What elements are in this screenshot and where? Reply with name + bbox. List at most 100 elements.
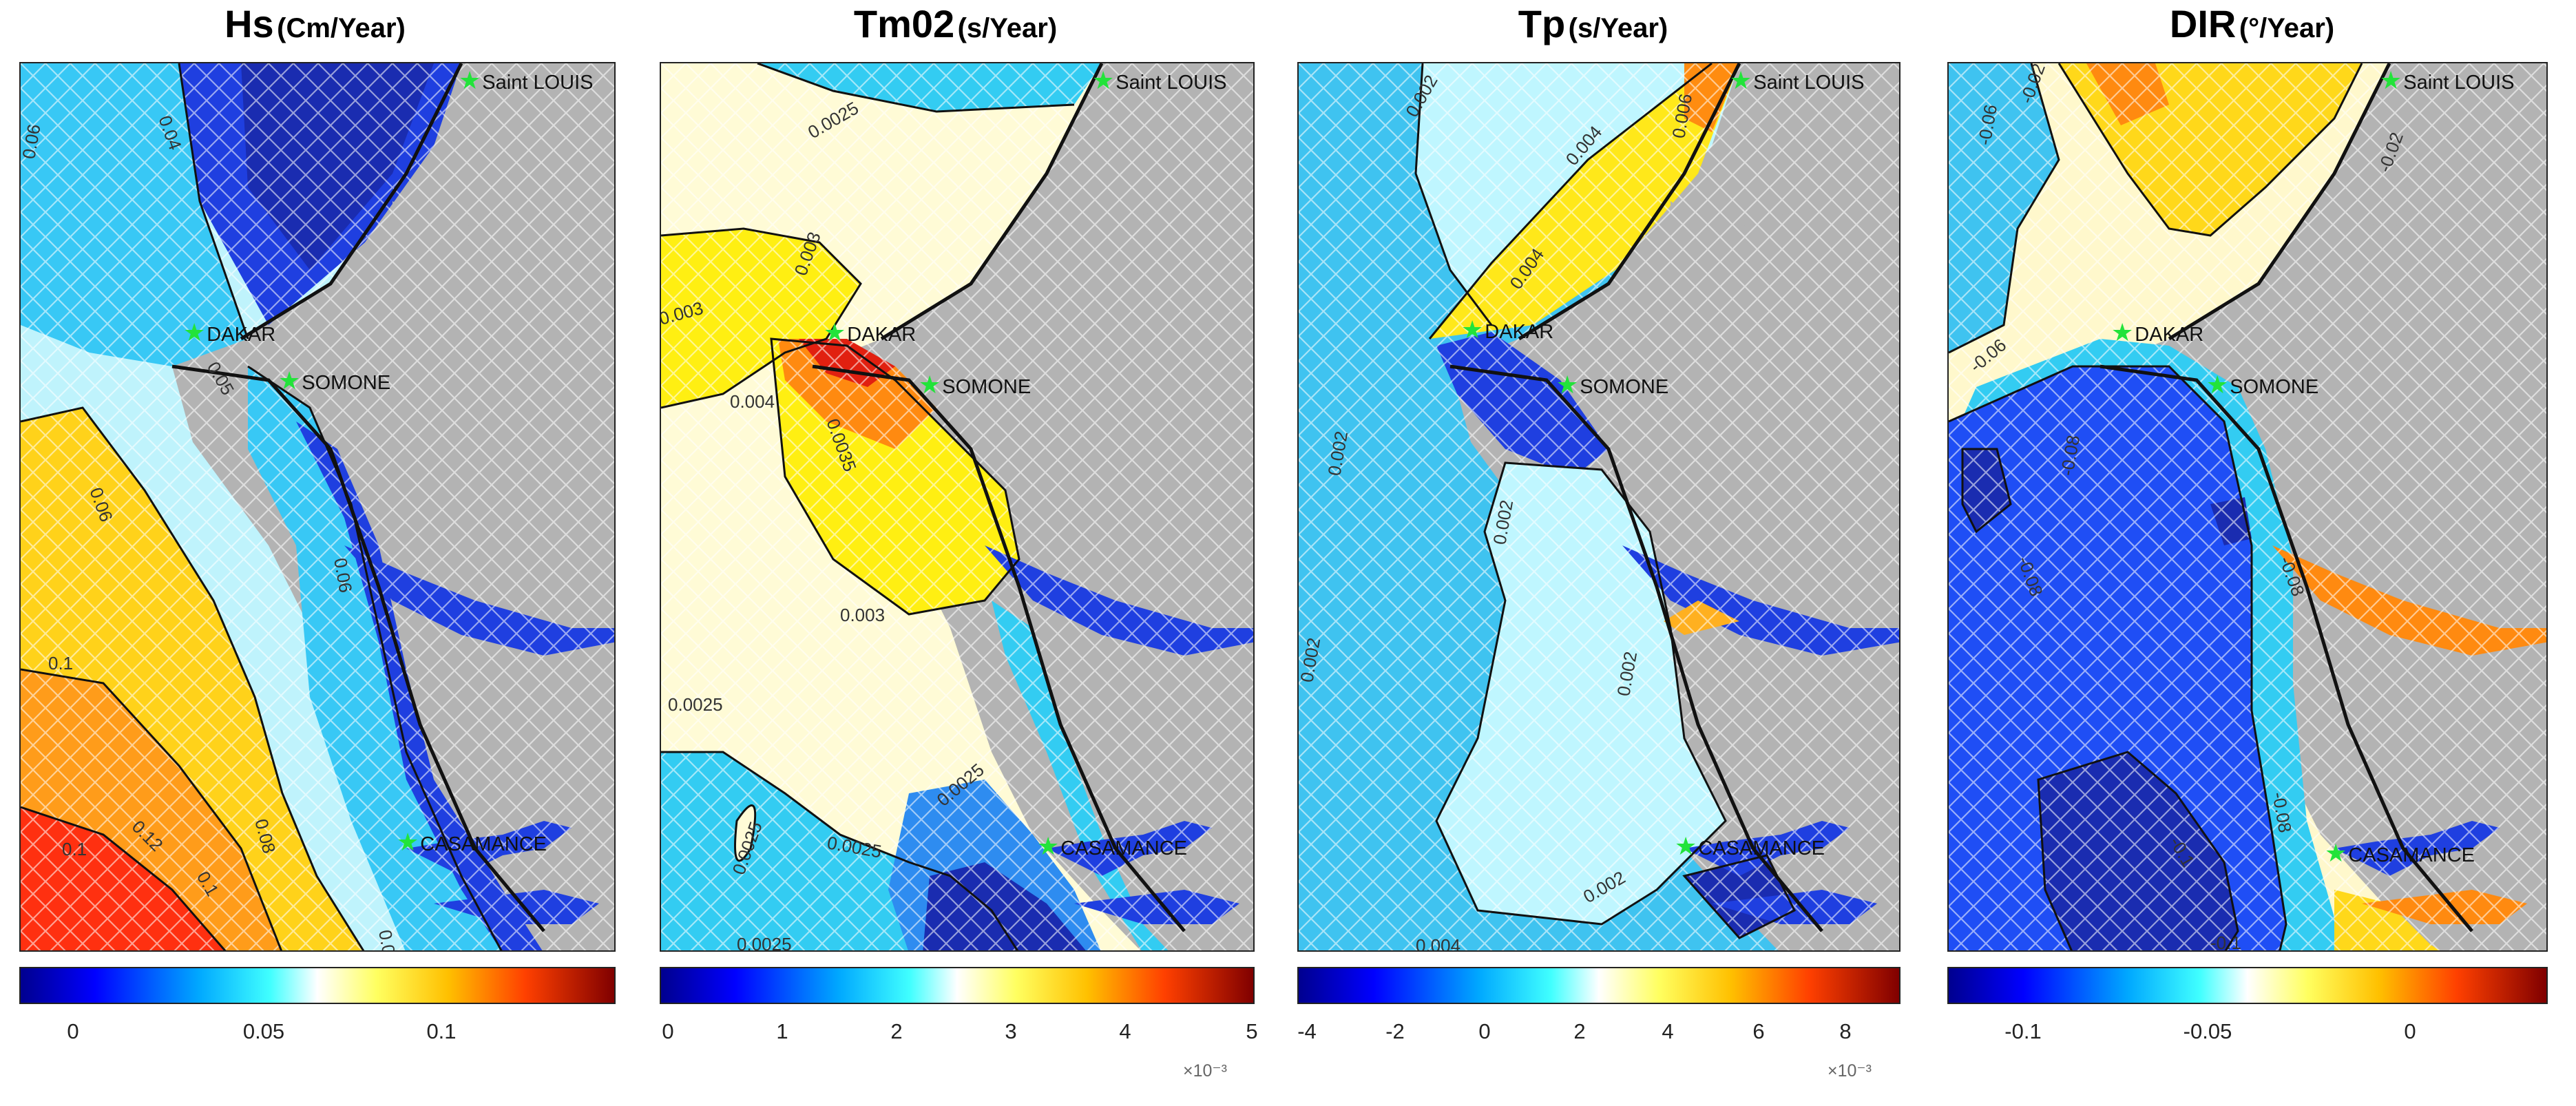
site-label: DAKAR bbox=[847, 324, 917, 346]
site-dakar: ★DAKAR bbox=[183, 318, 275, 347]
site-marker-icon: ★ bbox=[459, 66, 481, 94]
site-somone: ★SOMONE bbox=[278, 366, 390, 395]
colorbar-tick: -0.1 bbox=[2004, 1019, 2042, 1043]
title-unit: (s/Year) bbox=[1568, 13, 1668, 43]
map-graphic: -0.06 -0.02 -0.02 -0.06 -0.08 -0.08 -0.1… bbox=[1949, 63, 2546, 952]
site-saint-louis: ★Saint LOUIS bbox=[459, 66, 593, 95]
panel-title: DIR (°/Year) bbox=[1928, 1, 2576, 46]
colorbar bbox=[1297, 967, 1900, 1004]
title-main: DIR bbox=[2169, 2, 2237, 45]
colorbar-tick: 0 bbox=[2404, 1019, 2416, 1043]
site-marker-icon: ★ bbox=[1092, 66, 1115, 94]
colorbar-tick: 6 bbox=[1752, 1019, 1765, 1043]
site-label: DAKAR bbox=[1485, 321, 1554, 343]
colorbar-tick: 2 bbox=[890, 1019, 903, 1043]
site-label: Saint LOUIS bbox=[2403, 72, 2515, 94]
colorbar-tick: 3 bbox=[1005, 1019, 1017, 1043]
site-somone: ★SOMONE bbox=[1556, 371, 1668, 399]
site-marker-icon: ★ bbox=[2325, 839, 2347, 867]
colorbar bbox=[19, 967, 616, 1004]
map-area: 0.04 0.06 0.05 0.06 0.06 0.08 0.1 0.1 0.… bbox=[19, 62, 616, 952]
site-marker-icon: ★ bbox=[1556, 371, 1579, 399]
map-graphic: 0.0025 0.003 0.003 0.004 0.0035 0.003 0.… bbox=[661, 63, 1253, 952]
site-label: DAKAR bbox=[2135, 324, 2204, 346]
colorbar-tick: 2 bbox=[1573, 1019, 1586, 1043]
contour-label: 0.004 bbox=[730, 391, 775, 412]
site-casamance: ★CASAMANCE bbox=[1675, 832, 1825, 861]
site-label: CASAMANCE bbox=[420, 833, 547, 855]
colorbar-tick: -4 bbox=[1297, 1019, 1317, 1043]
colorbar-tick: -2 bbox=[1385, 1019, 1405, 1043]
site-label: Saint LOUIS bbox=[1116, 72, 1227, 94]
site-somone: ★SOMONE bbox=[919, 371, 1031, 399]
title-unit: (Cm/Year) bbox=[277, 13, 406, 43]
site-label: SOMONE bbox=[1580, 376, 1669, 398]
colorbar-tick: 4 bbox=[1662, 1019, 1674, 1043]
site-marker-icon: ★ bbox=[919, 371, 941, 399]
site-casamance: ★CASAMANCE bbox=[1037, 832, 1187, 861]
site-marker-icon: ★ bbox=[2206, 371, 2229, 399]
contour-label: 0.004 bbox=[1416, 935, 1460, 952]
site-marker-icon: ★ bbox=[824, 318, 846, 346]
colorbar bbox=[1947, 967, 2548, 1004]
site-dakar: ★DAKAR bbox=[2111, 318, 2203, 347]
colorbar-exponent: ×10⁻³ bbox=[1183, 1061, 1227, 1081]
site-label: Saint LOUIS bbox=[482, 72, 594, 94]
site-label: DAKAR bbox=[207, 324, 276, 346]
panel-title: Hs (Cm/Year) bbox=[0, 1, 630, 46]
map-area: -0.06 -0.02 -0.02 -0.06 -0.08 -0.08 -0.1… bbox=[1947, 62, 2548, 952]
panel-tp: Tp (s/Year) 0.002 0.004 0.0 bbox=[1278, 0, 1908, 1106]
map-area: 0.002 0.004 0.006 0.004 0.002 0.002 0.00… bbox=[1297, 62, 1900, 952]
colorbar-exponent: ×10⁻³ bbox=[1828, 1061, 1872, 1081]
site-casamance: ★CASAMANCE bbox=[397, 828, 547, 857]
site-label: SOMONE bbox=[2230, 376, 2319, 398]
map-graphic: 0.002 0.004 0.006 0.004 0.002 0.002 0.00… bbox=[1299, 63, 1899, 952]
site-saint-louis: ★Saint LOUIS bbox=[1092, 66, 1226, 95]
title-main: Tp bbox=[1518, 2, 1566, 45]
colorbar-tick: -0.05 bbox=[2183, 1019, 2232, 1043]
contour-label: 0.1 bbox=[48, 653, 73, 674]
title-unit: (°/Year) bbox=[2239, 13, 2335, 43]
map-area: 0.0025 0.003 0.003 0.004 0.0035 0.003 0.… bbox=[660, 62, 1255, 952]
site-dakar: ★DAKAR bbox=[1461, 315, 1553, 344]
title-unit: (s/Year) bbox=[957, 13, 1058, 43]
colorbar-tick: 5 bbox=[1246, 1019, 1258, 1043]
colorbar-tick: 0.1 bbox=[426, 1019, 457, 1043]
site-dakar: ★DAKAR bbox=[824, 318, 916, 347]
site-marker-icon: ★ bbox=[1461, 315, 1484, 344]
site-saint-louis: ★Saint LOUIS bbox=[1730, 66, 1864, 95]
title-main: Tm02 bbox=[853, 2, 955, 45]
colorbar-tick: 0.05 bbox=[242, 1019, 285, 1043]
panel-title: Tm02 (s/Year) bbox=[640, 1, 1270, 46]
contour-label: 0.0025 bbox=[668, 694, 723, 715]
site-marker-icon: ★ bbox=[1675, 832, 1697, 860]
site-label: SOMONE bbox=[302, 372, 391, 394]
colorbar-tick: 0 bbox=[67, 1019, 79, 1043]
colorbar-tick: 0 bbox=[1478, 1019, 1491, 1043]
site-casamance: ★CASAMANCE bbox=[2325, 839, 2475, 868]
site-marker-icon: ★ bbox=[397, 828, 419, 856]
panel-dir: DIR (°/Year) -0.06 bbox=[1928, 0, 2576, 1106]
site-label: Saint LOUIS bbox=[1753, 72, 1865, 94]
site-saint-louis: ★Saint LOUIS bbox=[2380, 66, 2514, 95]
site-marker-icon: ★ bbox=[1730, 66, 1752, 94]
contour-label: 0.1 bbox=[62, 839, 87, 859]
map-graphic: 0.04 0.06 0.05 0.06 0.06 0.08 0.1 0.1 0.… bbox=[21, 63, 614, 950]
site-somone: ★SOMONE bbox=[2206, 371, 2318, 399]
panel-title: Tp (s/Year) bbox=[1278, 1, 1908, 46]
contour-label: 0.0025 bbox=[737, 934, 792, 952]
site-label: CASAMANCE bbox=[1060, 837, 1187, 859]
site-label: CASAMANCE bbox=[2348, 844, 2475, 866]
site-label: SOMONE bbox=[942, 376, 1032, 398]
panel-tm02: Tm02 (s/Year) 0.00 bbox=[640, 0, 1270, 1106]
site-marker-icon: ★ bbox=[278, 366, 301, 395]
colorbar-tick: 8 bbox=[1839, 1019, 1852, 1043]
site-marker-icon: ★ bbox=[2111, 318, 2134, 346]
site-marker-icon: ★ bbox=[2380, 66, 2402, 94]
site-marker-icon: ★ bbox=[1037, 832, 1060, 860]
colorbar bbox=[660, 967, 1255, 1004]
contour-label: -0.1 bbox=[2210, 932, 2241, 952]
contour-label: 0.003 bbox=[840, 605, 885, 625]
title-main: Hs bbox=[224, 2, 274, 45]
site-marker-icon: ★ bbox=[183, 318, 206, 346]
